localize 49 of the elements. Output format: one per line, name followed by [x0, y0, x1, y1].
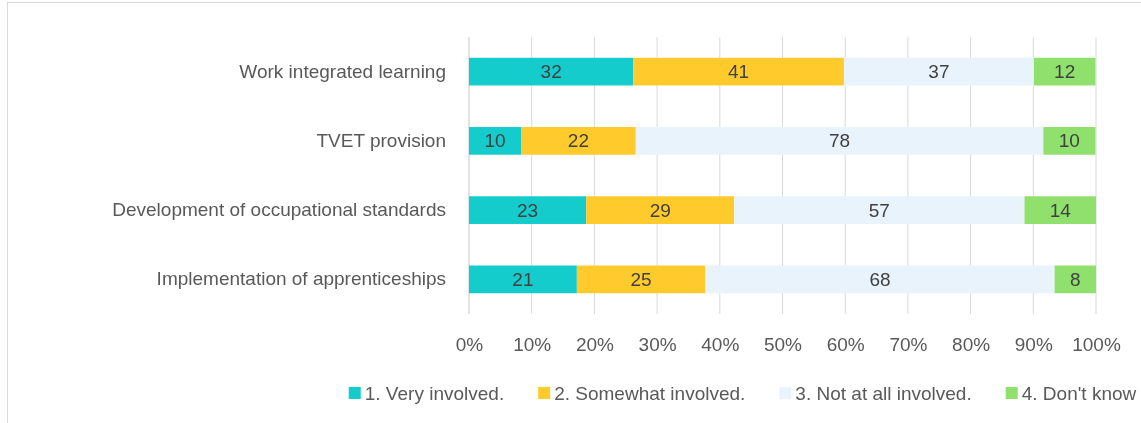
- bar: [576, 265, 706, 294]
- x-tick-label: 10%: [513, 333, 552, 355]
- bar: [469, 265, 577, 294]
- annotation: 32: [540, 61, 562, 83]
- annotation: 41: [728, 61, 750, 83]
- bar: [635, 127, 1044, 155]
- x-tick-label: 60%: [826, 333, 865, 355]
- bar: [586, 196, 735, 224]
- annotation: 10: [1058, 130, 1080, 152]
- bar: [633, 57, 844, 86]
- x-tick-label: 40%: [701, 333, 740, 355]
- annotation: 22: [567, 130, 589, 152]
- annotation: 68: [869, 268, 891, 290]
- y-tick-label: TVET provision: [316, 129, 446, 151]
- x-tick-label: 30%: [638, 333, 677, 355]
- legend-label: 4. Don't know: [1021, 382, 1137, 404]
- annotation: 8: [1070, 268, 1081, 290]
- x-tick-label: 50%: [763, 333, 803, 355]
- legend-label: 3. Not at all involved.: [795, 382, 972, 404]
- y-tick-label: Development of occupational standards: [112, 199, 446, 221]
- legend-label: 2. Somewhat involved.: [554, 382, 746, 404]
- bar: [469, 127, 522, 155]
- annotation: 12: [1054, 61, 1076, 83]
- x-tick-label: 100%: [1072, 333, 1121, 355]
- annotation: 21: [512, 268, 534, 290]
- y-tick-label: Implementation of apprenticeships: [156, 268, 446, 290]
- annotation: 14: [1049, 199, 1072, 221]
- bar: [469, 57, 634, 86]
- x-tick-label: 70%: [889, 333, 928, 355]
- annotation: 78: [828, 130, 851, 152]
- annotation: 57: [868, 199, 890, 221]
- bar: [843, 57, 1034, 86]
- bar: [1043, 127, 1096, 155]
- annotation: 10: [484, 130, 506, 152]
- annotation: 23: [517, 199, 539, 221]
- bar: [734, 196, 1025, 224]
- annotation: 37: [928, 61, 950, 83]
- legend-label: 1. Very involved.: [364, 382, 505, 404]
- bar: [469, 196, 587, 224]
- x-tick-label: 0%: [455, 333, 484, 355]
- y-tick-label: Work integrated learning: [239, 60, 446, 82]
- x-tick-label: 20%: [575, 333, 615, 355]
- x-tick-label: 80%: [952, 333, 991, 355]
- bar: [521, 127, 636, 155]
- x-tick-label: 90%: [1014, 333, 1053, 355]
- annotation: 25: [630, 268, 652, 290]
- annotation: 29: [649, 199, 671, 221]
- bar: [1024, 196, 1096, 224]
- bar: [705, 265, 1055, 294]
